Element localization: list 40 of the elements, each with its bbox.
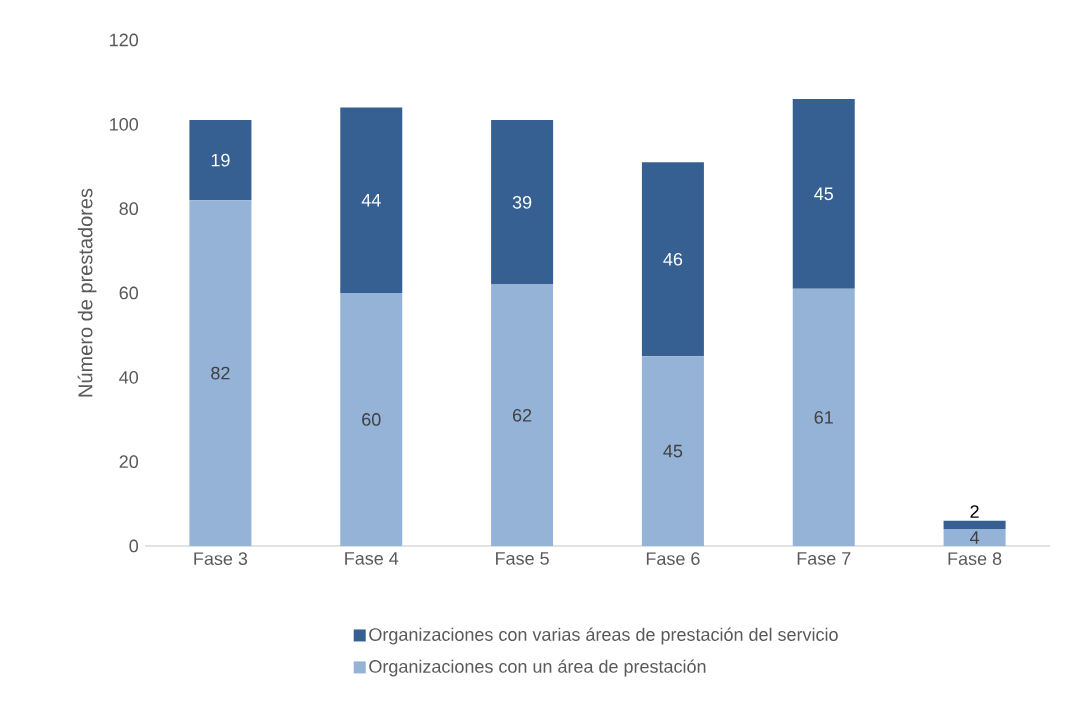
bar — [340, 107, 403, 293]
data-label: 62 — [513, 408, 532, 422]
x-tick-label: Fase 4 — [345, 552, 399, 565]
bar — [189, 120, 252, 201]
bar — [491, 284, 554, 546]
bar — [189, 200, 252, 546]
data-label: 19 — [211, 153, 230, 167]
data-label: 44 — [361, 194, 381, 207]
y-tick-label: 100 — [110, 117, 139, 131]
bar — [641, 162, 704, 357]
x-tick-label: Fase 7 — [797, 552, 851, 565]
data-label: 4 — [969, 531, 980, 544]
bar — [641, 356, 704, 546]
bar — [792, 288, 855, 546]
x-tick-label: Fase 8 — [948, 552, 1002, 565]
y-axis-title: Número de prestadores — [77, 188, 97, 397]
legend-label: Organizaciones con varias áreas de prestación del servicio — [369, 627, 838, 645]
bar — [943, 520, 1006, 530]
x-tick-label: Fase 6 — [646, 552, 700, 565]
y-tick-label: 60 — [119, 286, 139, 300]
x-tick-label: Fase 5 — [496, 552, 549, 565]
bar — [340, 292, 403, 546]
y-tick-label: 40 — [119, 370, 139, 384]
data-label: 39 — [512, 195, 532, 209]
data-label: 61 — [814, 411, 833, 424]
data-label: 45 — [814, 187, 834, 201]
legend-label: Organizaciones con un área de prestación — [369, 659, 706, 677]
data-label: 46 — [663, 252, 683, 266]
x-tick-label: Fase 3 — [194, 552, 248, 565]
data-label: 2 — [970, 505, 979, 518]
bar — [792, 99, 855, 289]
y-tick-label: 80 — [119, 202, 139, 216]
y-tick-label: 20 — [119, 455, 139, 469]
data-label: 60 — [362, 413, 381, 426]
data-label: 45 — [663, 444, 683, 458]
y-tick-label: 120 — [110, 33, 139, 47]
bar — [491, 120, 554, 285]
y-tick-label: 0 — [129, 539, 139, 553]
data-label: 82 — [211, 366, 230, 380]
bar — [943, 529, 1006, 546]
